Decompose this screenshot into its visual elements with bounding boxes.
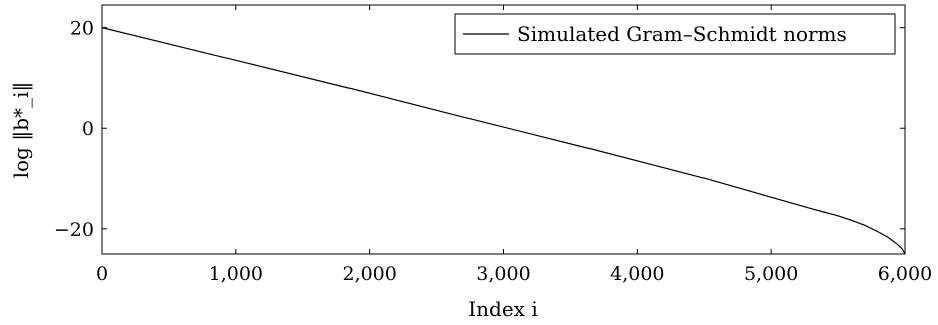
x-axis-label: Index i [468, 297, 537, 321]
x-tick-label: 0 [96, 263, 108, 285]
y-axis-ticks: −20 0 20 [54, 18, 905, 241]
x-tick-label: 4,000 [610, 263, 664, 285]
y-tick-label: −20 [54, 219, 94, 241]
x-tick-label: 3,000 [476, 263, 530, 285]
legend-label: Simulated Gram–Schmidt norms [517, 22, 847, 46]
x-tick-label: 5,000 [744, 263, 798, 285]
series-line-gram-schmidt [101, 27, 906, 255]
x-tick-label: 6,000 [878, 263, 932, 285]
y-tick-label: 20 [70, 18, 94, 40]
legend-box [454, 13, 896, 55]
y-tick-label: 0 [82, 118, 94, 140]
x-tick-label: 1,000 [209, 263, 263, 285]
x-axis-ticks: 0 1,000 2,000 3,000 4,000 5,000 6,000 [96, 5, 932, 285]
x-axis-label-text: Index i [468, 297, 537, 321]
x-tick-label: 2,000 [342, 263, 396, 285]
legend: Simulated Gram–Schmidt norms [454, 13, 896, 55]
y-axis-label: log ‖b*_i‖ [9, 82, 34, 179]
